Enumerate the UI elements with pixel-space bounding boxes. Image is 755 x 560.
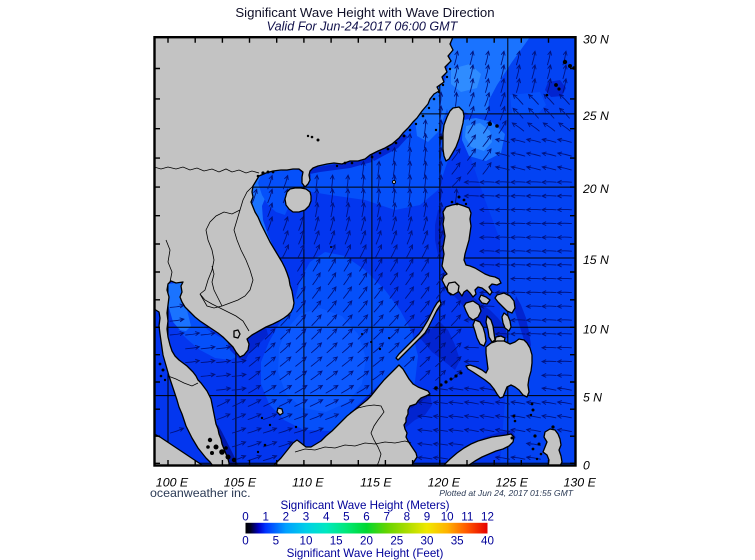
svg-text:0: 0: [583, 458, 590, 472]
svg-text:Valid For Jun-24-2017 06:00 GM: Valid For Jun-24-2017 06:00 GMT: [267, 20, 459, 34]
svg-text:115 E: 115 E: [360, 476, 392, 490]
svg-text:10: 10: [300, 535, 313, 548]
svg-text:2: 2: [283, 511, 289, 524]
svg-text:5 N: 5 N: [583, 391, 602, 405]
svg-text:9: 9: [424, 511, 430, 524]
svg-text:105 E: 105 E: [224, 476, 257, 490]
svg-text:oceanweather inc.: oceanweather inc.: [150, 486, 251, 500]
svg-text:3: 3: [303, 511, 309, 524]
svg-text:30: 30: [421, 535, 434, 548]
svg-text:25 N: 25 N: [582, 109, 609, 123]
svg-text:10 N: 10 N: [583, 322, 609, 336]
svg-text:110 E: 110 E: [292, 476, 324, 490]
svg-text:7: 7: [383, 511, 389, 524]
svg-text:15 N: 15 N: [583, 253, 609, 267]
svg-text:0: 0: [242, 535, 248, 548]
svg-text:8: 8: [404, 511, 410, 524]
svg-text:25: 25: [390, 535, 403, 548]
svg-text:12: 12: [481, 511, 494, 524]
svg-text:1: 1: [262, 511, 268, 524]
svg-text:120 E: 120 E: [428, 476, 461, 490]
svg-text:5: 5: [343, 511, 349, 524]
svg-text:20: 20: [360, 535, 373, 548]
svg-text:6: 6: [363, 511, 369, 524]
svg-text:Plotted at Jun 24, 2017 01:55: Plotted at Jun 24, 2017 01:55 GMT: [439, 488, 574, 498]
svg-text:5: 5: [273, 535, 279, 548]
svg-text:Significant Wave Height with W: Significant Wave Height with Wave Direct…: [235, 5, 494, 20]
svg-text:Significant Wave Height (Meter: Significant Wave Height (Meters): [280, 499, 449, 512]
svg-text:0: 0: [242, 511, 248, 524]
svg-text:20 N: 20 N: [582, 182, 609, 196]
svg-text:15: 15: [330, 535, 343, 548]
svg-text:40: 40: [481, 535, 494, 548]
svg-text:125 E: 125 E: [496, 476, 529, 490]
svg-text:100 E: 100 E: [156, 476, 189, 490]
svg-text:35: 35: [451, 535, 464, 548]
svg-text:130 E: 130 E: [564, 476, 597, 490]
svg-text:10: 10: [441, 511, 454, 524]
svg-text:11: 11: [461, 511, 473, 524]
svg-text:4: 4: [323, 511, 330, 524]
svg-text:30 N: 30 N: [583, 33, 609, 47]
svg-text:Significant Wave Height (Feet): Significant Wave Height (Feet): [287, 547, 444, 560]
